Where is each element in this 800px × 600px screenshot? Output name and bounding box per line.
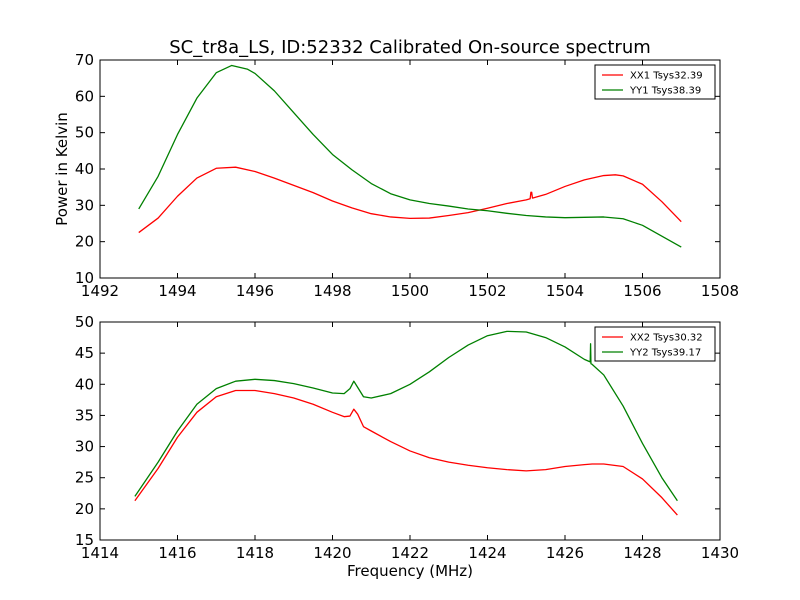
y-tick-label: 70 — [75, 51, 94, 69]
y-tick-label: 25 — [75, 469, 94, 487]
subplot-2: 1414 1416 1418 1420 1422 1424 1426 1428 1430 15 20… — [75, 313, 739, 580]
legend-box — [594, 64, 716, 100]
x-tick-label: 1418 — [236, 544, 274, 562]
series-line-1 — [134, 389, 678, 516]
y-tick-label: 40 — [75, 375, 94, 393]
series-group — [138, 64, 682, 248]
y-tick-label: 20 — [75, 233, 94, 251]
series-line-1 — [138, 166, 682, 234]
plots-container: 1492 1494 1496 1498 1500 1502 1504 1506 1508 10 20… — [53, 51, 739, 580]
legend: XX2 Tsys30.32 YY2 Tsys39.17 — [594, 326, 716, 362]
x-tick-label: 1492 — [81, 282, 119, 300]
y-tick-label: 10 — [75, 269, 94, 287]
x-tick-label: 1430 — [701, 544, 739, 562]
y-axis-label: Power in Kelvin — [53, 112, 71, 226]
y-tick-label: 45 — [75, 344, 94, 362]
x-tick-label: 1508 — [701, 282, 739, 300]
x-tick-label: 1498 — [313, 282, 351, 300]
y-tick-label: 15 — [75, 531, 94, 549]
x-tick-label: 1504 — [546, 282, 584, 300]
legend-label: XX1 Tsys32.39 — [630, 71, 703, 82]
x-tick-label: 1502 — [468, 282, 506, 300]
series-line-2 — [138, 64, 682, 248]
x-tick-label: 1426 — [546, 544, 584, 562]
y-tick-label: 30 — [75, 438, 94, 456]
y-tick-label: 60 — [75, 87, 94, 105]
x-axis-label: Frequency (MHz) — [347, 562, 473, 580]
legend-label: XX2 Tsys30.32 — [630, 333, 703, 344]
x-tick-label: 1428 — [623, 544, 661, 562]
y-tick-label: 35 — [75, 406, 94, 424]
y-tick-label: 50 — [75, 313, 94, 331]
x-tick-label: 1506 — [623, 282, 661, 300]
x-tick-label: 1420 — [313, 544, 351, 562]
figure-title: SC_tr8a_LS, ID:52332 Calibrated On-sourc… — [169, 37, 651, 58]
x-tick-label: 1424 — [468, 544, 506, 562]
series-line-2 — [134, 330, 678, 502]
legend-box — [594, 326, 716, 362]
x-tick-label: 1416 — [158, 544, 196, 562]
x-tick-label: 1422 — [391, 544, 429, 562]
x-tick-label: 1414 — [81, 544, 119, 562]
y-tick-label: 40 — [75, 160, 94, 178]
legend: XX1 Tsys32.39 YY1 Tsys38.39 — [594, 64, 716, 100]
series-group — [134, 330, 678, 516]
legend-label: YY2 Tsys39.17 — [629, 348, 701, 359]
y-tick-label: 30 — [75, 196, 94, 214]
y-tick-label: 50 — [75, 124, 94, 142]
y-tick-label: 20 — [75, 500, 94, 518]
x-tick-label: 1494 — [158, 282, 196, 300]
subplot-1: 1492 1494 1496 1498 1500 1502 1504 1506 1508 10 20… — [53, 51, 739, 300]
x-tick-label: 1500 — [391, 282, 429, 300]
legend-label: YY1 Tsys38.39 — [629, 86, 701, 97]
x-tick-label: 1496 — [236, 282, 274, 300]
